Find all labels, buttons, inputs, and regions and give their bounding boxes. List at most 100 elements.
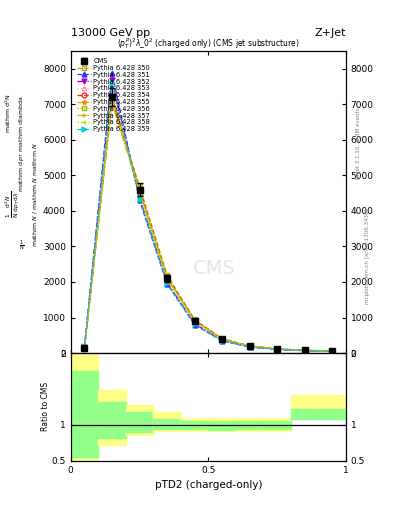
Pythia 6.428 351: [165, 281, 169, 287]
Pythia 6.428 351: [137, 197, 142, 203]
Pythia 6.428 358: [192, 318, 197, 324]
Text: 13000 GeV pp: 13000 GeV pp: [71, 28, 150, 38]
Text: Rivet 3.1.10, ≥ 3M events: Rivet 3.1.10, ≥ 3M events: [356, 108, 361, 179]
Pythia 6.428 350: [192, 316, 197, 323]
Pythia 6.428 356: [275, 346, 279, 352]
Pythia 6.428 359: [137, 196, 142, 202]
Text: mcplots.cern.ch [arXiv:1306.3436]: mcplots.cern.ch [arXiv:1306.3436]: [365, 208, 371, 304]
Pythia 6.428 358: [110, 98, 114, 104]
Pythia 6.428 351: [192, 322, 197, 328]
Pythia 6.428 350: [165, 272, 169, 278]
Pythia 6.428 350: [110, 98, 114, 104]
Pythia 6.428 353: [192, 317, 197, 324]
Pythia 6.428 353: [275, 346, 279, 352]
Pythia 6.428 355: [110, 93, 114, 99]
Text: CMS: CMS: [193, 259, 235, 278]
X-axis label: pTD2 (charged-only): pTD2 (charged-only): [154, 480, 262, 490]
Pythia 6.428 352: [82, 344, 87, 350]
Pythia 6.428 352: [275, 346, 279, 352]
Line: Pythia 6.428 352: Pythia 6.428 352: [82, 77, 334, 354]
Pythia 6.428 359: [165, 280, 169, 286]
Pythia 6.428 359: [82, 343, 87, 349]
Pythia 6.428 354: [110, 94, 114, 100]
Pythia 6.428 355: [247, 343, 252, 349]
Pythia 6.428 351: [330, 348, 334, 354]
Pythia 6.428 353: [330, 348, 334, 354]
Pythia 6.428 354: [192, 317, 197, 323]
Pythia 6.428 356: [82, 346, 87, 352]
Pythia 6.428 352: [137, 195, 142, 201]
Pythia 6.428 356: [110, 96, 114, 102]
Pythia 6.428 352: [247, 344, 252, 350]
Pythia 6.428 351: [247, 344, 252, 350]
Pythia 6.428 356: [302, 347, 307, 353]
Line: Pythia 6.428 355: Pythia 6.428 355: [82, 93, 334, 353]
Pythia 6.428 356: [220, 336, 224, 342]
Pythia 6.428 359: [302, 348, 307, 354]
Pythia 6.428 350: [275, 346, 279, 352]
Pythia 6.428 350: [302, 347, 307, 353]
Pythia 6.428 352: [192, 321, 197, 327]
Pythia 6.428 354: [82, 345, 87, 351]
Pythia 6.428 356: [165, 273, 169, 279]
Pythia 6.428 351: [82, 343, 87, 349]
Pythia 6.428 352: [302, 348, 307, 354]
Pythia 6.428 353: [247, 343, 252, 349]
Pythia 6.428 350: [137, 183, 142, 189]
Line: Pythia 6.428 354: Pythia 6.428 354: [82, 95, 334, 353]
Line: Pythia 6.428 359: Pythia 6.428 359: [82, 81, 334, 354]
Pythia 6.428 354: [330, 348, 334, 354]
Pythia 6.428 354: [165, 273, 169, 280]
Pythia 6.428 353: [165, 274, 169, 281]
Pythia 6.428 359: [330, 348, 334, 354]
Pythia 6.428 354: [247, 343, 252, 349]
Pythia 6.428 353: [82, 345, 87, 351]
Pythia 6.428 354: [220, 336, 224, 342]
Pythia 6.428 351: [220, 338, 224, 344]
Text: $\frac{1}{\mathrm{N}}$: $\frac{1}{\mathrm{N}}$: [19, 239, 24, 253]
Pythia 6.428 352: [220, 337, 224, 344]
Pythia 6.428 356: [247, 343, 252, 349]
Text: mathrm $N$ / mathrm $N$ mathrm $N$: mathrm $N$ / mathrm $N$ mathrm $N$: [31, 142, 39, 247]
Pythia 6.428 357: [110, 100, 114, 106]
Pythia 6.428 353: [137, 187, 142, 194]
Pythia 6.428 355: [220, 336, 224, 342]
Title: $(p_T^P)^2\lambda\_0^2$ (charged only) (CMS jet substructure): $(p_T^P)^2\lambda\_0^2$ (charged only) (…: [117, 36, 300, 51]
Pythia 6.428 355: [137, 187, 142, 193]
Pythia 6.428 356: [137, 185, 142, 191]
Pythia 6.428 357: [82, 344, 87, 350]
Pythia 6.428 359: [110, 80, 114, 86]
Line: Pythia 6.428 351: Pythia 6.428 351: [82, 70, 334, 354]
Pythia 6.428 358: [275, 346, 279, 352]
Pythia 6.428 358: [137, 189, 142, 195]
Pythia 6.428 350: [247, 343, 252, 349]
Pythia 6.428 354: [275, 346, 279, 352]
Text: $\frac{1}{\mathrm{N}}\,\frac{\mathrm{d}^2 N}{\mathrm{d}p_T\,\mathrm{d}\lambda}$: $\frac{1}{\mathrm{N}}\,\frac{\mathrm{d}^…: [4, 191, 22, 218]
Pythia 6.428 358: [330, 348, 334, 354]
Pythia 6.428 351: [110, 70, 114, 76]
Pythia 6.428 350: [82, 346, 87, 352]
Pythia 6.428 353: [110, 91, 114, 97]
Legend: CMS, Pythia 6.428 350, Pythia 6.428 351, Pythia 6.428 352, Pythia 6.428 353, Pyt: CMS, Pythia 6.428 350, Pythia 6.428 351,…: [77, 57, 151, 133]
Pythia 6.428 353: [220, 336, 224, 342]
Pythia 6.428 357: [275, 346, 279, 352]
Pythia 6.428 352: [110, 76, 114, 82]
Pythia 6.428 359: [247, 344, 252, 350]
Pythia 6.428 358: [165, 275, 169, 282]
Pythia 6.428 357: [247, 343, 252, 349]
Line: Pythia 6.428 357: Pythia 6.428 357: [82, 100, 334, 354]
Pythia 6.428 351: [302, 348, 307, 354]
Pythia 6.428 356: [192, 316, 197, 323]
Pythia 6.428 350: [220, 335, 224, 342]
Pythia 6.428 351: [275, 347, 279, 353]
Pythia 6.428 359: [275, 346, 279, 352]
Pythia 6.428 352: [330, 348, 334, 354]
Pythia 6.428 350: [330, 348, 334, 354]
Pythia 6.428 358: [302, 347, 307, 353]
Text: mathrm $\mathrm{d}\,p_T$ mathrm $\mathrm{d}$lambda: mathrm $\mathrm{d}\,p_T$ mathrm $\mathrm…: [17, 95, 26, 191]
Line: Pythia 6.428 358: Pythia 6.428 358: [82, 99, 334, 353]
Y-axis label: Ratio to CMS: Ratio to CMS: [41, 382, 50, 432]
Pythia 6.428 357: [330, 348, 334, 354]
Pythia 6.428 354: [137, 186, 142, 192]
Pythia 6.428 359: [192, 321, 197, 327]
